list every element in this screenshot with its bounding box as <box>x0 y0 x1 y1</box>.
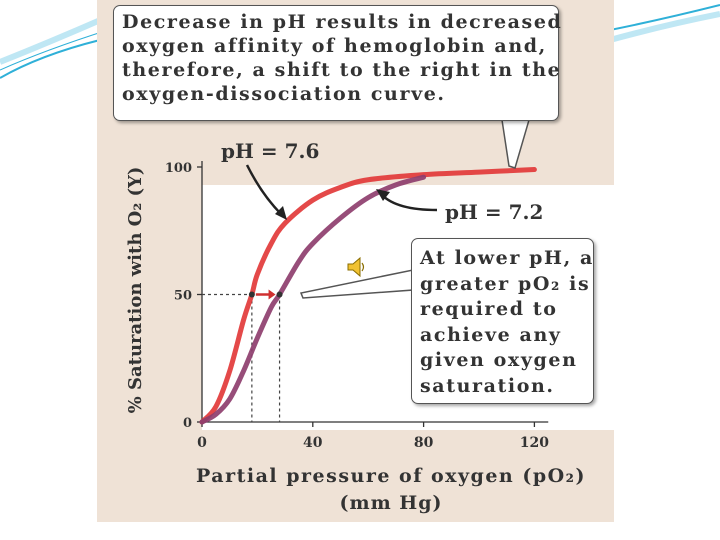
top-callout-pointer <box>501 119 530 169</box>
y-axis-title: % Saturation with O₂ (Y) <box>125 167 146 414</box>
p50-ph76-point <box>248 291 255 298</box>
callout-lower-ph-line: required to <box>420 298 558 321</box>
callout-lower-ph-line: achieve any <box>420 323 562 346</box>
oxygen-dissociation-figure: 0 50 100 0 40 80 120 Partial pressure of oxyge… <box>97 0 614 522</box>
x-tick-label: 120 <box>520 435 549 451</box>
p50-shift-arrowhead <box>268 289 276 300</box>
x-tick-label: 0 <box>197 435 207 451</box>
labels-layer: Partial pressure of oxygen (pO₂) (mm Hg)%… <box>125 139 586 514</box>
callout-ph-shift: Decrease in pH results in decreased oxyg… <box>113 5 563 121</box>
y-tick-label: 100 <box>165 161 192 176</box>
x-axis-unit: (mm Hg) <box>339 492 442 514</box>
callout-ph-shift-line: oxygen-dissociation curve. <box>122 83 446 105</box>
callout-lower-ph-line: greater pO₂ is <box>420 272 591 295</box>
x-tick-label: 80 <box>414 435 434 451</box>
callout-lower-ph-line: saturation. <box>420 374 555 397</box>
axes-layer: 0 50 100 0 40 80 120 <box>165 161 549 451</box>
series-label-ph76-arrowhead <box>275 206 287 220</box>
callout-ph-shift-line: therefore, a shift to the right in the <box>122 59 562 81</box>
y-tick-label: 50 <box>174 289 192 304</box>
callout-lower-ph-line: At lower pH, a <box>420 247 594 269</box>
x-tick-label: 40 <box>303 435 323 451</box>
series-label-ph72-arrowhead <box>376 189 390 201</box>
y-tick-label: 0 <box>183 416 192 431</box>
slide-decoration-left <box>0 15 109 79</box>
series-label-ph76: pH = 7.6 <box>221 139 319 163</box>
callout-lower-ph: At lower pH, a greater pO₂ is required t… <box>411 238 594 404</box>
callout-lower-ph-line: given oxygen <box>420 349 578 372</box>
slide-decoration-right <box>610 4 720 43</box>
series-layer <box>199 167 537 425</box>
callout-ph-shift-line: Decrease in pH results in decreased <box>122 11 563 33</box>
guides-layer <box>202 293 281 422</box>
series-line <box>199 167 537 425</box>
x-axis-title: Partial pressure of oxygen (pO₂) <box>196 465 586 487</box>
p50-ph72-point <box>276 291 283 298</box>
speaker-icon[interactable] <box>346 256 366 278</box>
callout-ph-shift-line: oxygen affinity of hemoglobin and, <box>122 35 547 57</box>
series-label-ph72: pH = 7.2 <box>445 200 543 224</box>
